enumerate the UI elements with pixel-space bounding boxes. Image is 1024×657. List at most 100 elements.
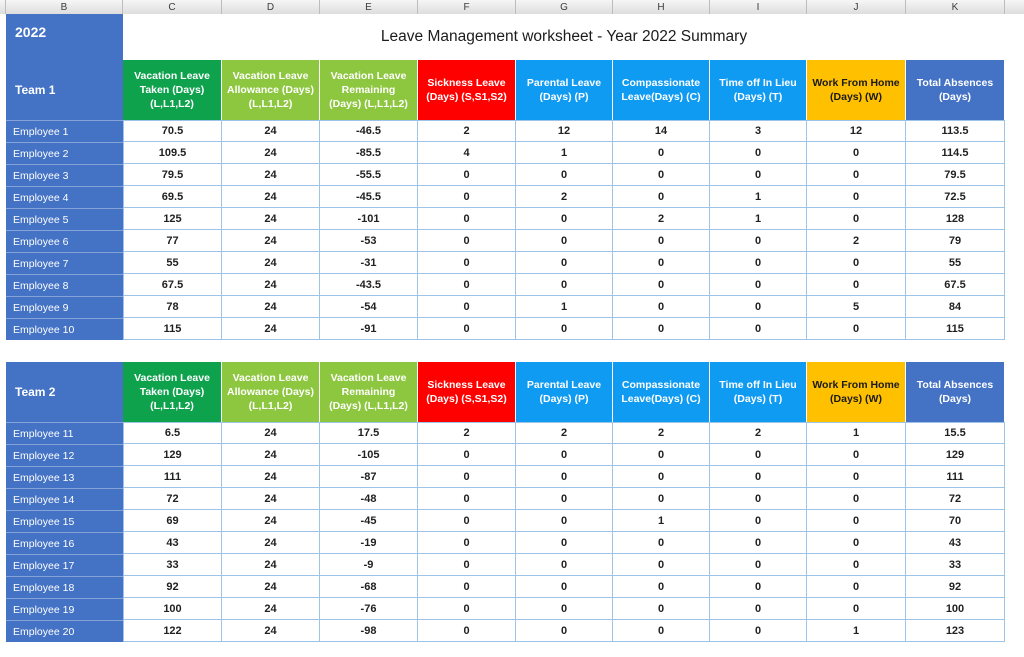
employee-name-cell[interactable]: Employee 15 (6, 510, 123, 532)
data-cell[interactable]: 0 (710, 230, 807, 252)
data-cell[interactable]: 0 (418, 576, 516, 598)
column-header[interactable]: Vacation Leave Allowance (Days) (L,L1,L2… (222, 60, 320, 120)
column-header[interactable]: Vacation Leave Taken (Days) (L,L1,L2) (123, 60, 222, 120)
data-cell[interactable]: 1 (516, 296, 613, 318)
data-cell[interactable]: 111 (123, 466, 222, 488)
data-cell[interactable]: 0 (613, 488, 710, 510)
data-cell[interactable]: 55 (123, 252, 222, 274)
column-header[interactable]: Vacation Leave Taken (Days) (L,L1,L2) (123, 362, 222, 422)
data-cell[interactable]: 43 (123, 532, 222, 554)
column-header[interactable]: Sickness Leave (Days) (S,S1,S2) (418, 60, 516, 120)
data-cell[interactable]: 0 (418, 230, 516, 252)
data-cell[interactable]: 0 (710, 296, 807, 318)
data-cell[interactable]: 2 (516, 422, 613, 444)
column-letter-E[interactable]: E (320, 0, 418, 14)
data-cell[interactable]: 24 (222, 186, 320, 208)
employee-name-cell[interactable]: Employee 10 (6, 318, 123, 340)
data-cell[interactable]: 0 (516, 510, 613, 532)
data-cell[interactable]: 67.5 (123, 274, 222, 296)
data-cell[interactable]: 24 (222, 532, 320, 554)
data-cell[interactable]: 0 (613, 142, 710, 164)
data-cell[interactable]: 0 (516, 466, 613, 488)
data-cell[interactable]: 1 (807, 422, 906, 444)
column-letter-G[interactable]: G (516, 0, 613, 14)
data-cell[interactable]: 0 (516, 488, 613, 510)
data-cell[interactable]: 0 (516, 554, 613, 576)
employee-name-cell[interactable]: Employee 18 (6, 576, 123, 598)
data-cell[interactable]: 0 (613, 620, 710, 642)
data-cell[interactable]: -76 (320, 598, 418, 620)
data-cell[interactable]: 79.5 (123, 164, 222, 186)
data-cell[interactable]: 24 (222, 598, 320, 620)
data-cell[interactable]: -45.5 (320, 186, 418, 208)
data-cell[interactable]: 78 (123, 296, 222, 318)
data-cell[interactable]: 2 (710, 422, 807, 444)
data-cell[interactable]: 55 (906, 252, 1005, 274)
data-cell[interactable]: 24 (222, 230, 320, 252)
data-cell[interactable]: 0 (710, 142, 807, 164)
data-cell[interactable]: 0 (613, 444, 710, 466)
data-cell[interactable]: 0 (418, 532, 516, 554)
data-cell[interactable]: 1 (710, 186, 807, 208)
data-cell[interactable]: 33 (123, 554, 222, 576)
data-cell[interactable]: 2 (613, 208, 710, 230)
data-cell[interactable]: 0 (418, 274, 516, 296)
column-letter-K[interactable]: K (906, 0, 1005, 14)
data-cell[interactable]: 0 (710, 554, 807, 576)
column-header[interactable]: Sickness Leave (Days) (S,S1,S2) (418, 362, 516, 422)
worksheet-title[interactable]: Leave Management worksheet - Year 2022 S… (380, 28, 748, 45)
data-cell[interactable]: 100 (906, 598, 1005, 620)
column-header[interactable]: Compassionate Leave(Days) (C) (613, 60, 710, 120)
data-cell[interactable]: 70.5 (123, 120, 222, 142)
column-letter-D[interactable]: D (222, 0, 320, 14)
column-letter-C[interactable]: C (123, 0, 222, 14)
column-header[interactable]: Time off In Lieu (Days) (T) (710, 60, 807, 120)
data-cell[interactable]: 24 (222, 274, 320, 296)
data-cell[interactable]: 0 (613, 230, 710, 252)
employee-name-cell[interactable]: Employee 17 (6, 554, 123, 576)
employee-name-cell[interactable]: Employee 16 (6, 532, 123, 554)
data-cell[interactable]: 0 (418, 466, 516, 488)
data-cell[interactable]: 0 (613, 598, 710, 620)
data-cell[interactable]: 24 (222, 488, 320, 510)
employee-name-cell[interactable]: Employee 14 (6, 488, 123, 510)
data-cell[interactable]: 0 (516, 230, 613, 252)
data-cell[interactable]: 5 (807, 296, 906, 318)
data-cell[interactable]: 24 (222, 252, 320, 274)
data-cell[interactable]: 0 (516, 532, 613, 554)
data-cell[interactable]: 67.5 (906, 274, 1005, 296)
data-cell[interactable]: -101 (320, 208, 418, 230)
data-cell[interactable]: 125 (123, 208, 222, 230)
data-cell[interactable]: 109.5 (123, 142, 222, 164)
data-cell[interactable]: -19 (320, 532, 418, 554)
data-cell[interactable]: 69.5 (123, 186, 222, 208)
column-letter-B[interactable]: B (6, 0, 123, 14)
data-cell[interactable]: 129 (906, 444, 1005, 466)
data-cell[interactable]: 0 (710, 252, 807, 274)
data-cell[interactable]: 129 (123, 444, 222, 466)
data-cell[interactable]: 24 (222, 510, 320, 532)
employee-name-cell[interactable]: Employee 6 (6, 230, 123, 252)
data-cell[interactable]: 24 (222, 208, 320, 230)
data-cell[interactable]: 0 (807, 576, 906, 598)
data-cell[interactable]: 24 (222, 620, 320, 642)
data-cell[interactable]: -45 (320, 510, 418, 532)
data-cell[interactable]: 0 (418, 164, 516, 186)
data-cell[interactable]: 123 (906, 620, 1005, 642)
data-cell[interactable]: 0 (807, 274, 906, 296)
data-cell[interactable]: 0 (807, 186, 906, 208)
column-header[interactable]: Vacation Leave Allowance (Days) (L,L1,L2… (222, 362, 320, 422)
data-cell[interactable]: 84 (906, 296, 1005, 318)
data-cell[interactable]: 24 (222, 164, 320, 186)
data-cell[interactable]: 0 (710, 510, 807, 532)
data-cell[interactable]: 0 (807, 488, 906, 510)
data-cell[interactable]: -43.5 (320, 274, 418, 296)
data-cell[interactable]: 3 (710, 120, 807, 142)
data-cell[interactable]: 0 (710, 532, 807, 554)
employee-name-cell[interactable]: Employee 13 (6, 466, 123, 488)
data-cell[interactable]: 0 (516, 274, 613, 296)
data-cell[interactable]: 0 (613, 532, 710, 554)
data-cell[interactable]: 0 (807, 142, 906, 164)
data-cell[interactable]: 24 (222, 120, 320, 142)
data-cell[interactable]: 0 (418, 554, 516, 576)
